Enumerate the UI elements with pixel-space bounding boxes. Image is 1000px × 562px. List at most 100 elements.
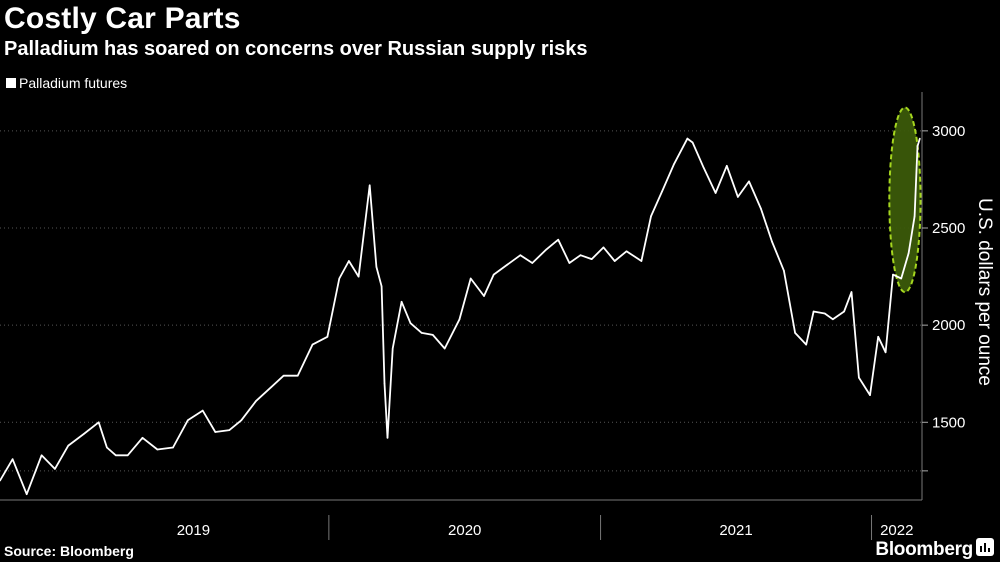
chart-legend: Palladium futures — [6, 75, 127, 91]
data-point — [661, 190, 663, 192]
brand-text: Bloomberg — [875, 538, 973, 560]
chart-subtitle: Palladium has soared on concerns over Ru… — [4, 38, 588, 60]
data-point — [673, 163, 675, 165]
data-point — [650, 215, 652, 218]
data-point — [771, 240, 773, 243]
data-point — [805, 343, 807, 346]
data-point — [579, 254, 582, 256]
data-point — [531, 262, 534, 264]
data-point — [83, 433, 85, 435]
data-point — [557, 238, 559, 241]
data-point — [126, 454, 129, 457]
data-point — [458, 318, 461, 321]
source-note: Source: Bloomberg — [4, 543, 134, 559]
data-point — [812, 310, 815, 313]
data-point — [877, 336, 879, 338]
data-point — [368, 184, 371, 187]
data-point — [858, 376, 860, 379]
data-point — [54, 468, 56, 470]
data-point — [702, 167, 705, 169]
y-tick-label: 2500 — [932, 220, 965, 237]
data-point — [714, 192, 717, 194]
data-point — [201, 409, 204, 412]
data-point — [67, 444, 70, 447]
data-point — [469, 277, 472, 280]
data-point — [400, 301, 403, 303]
data-point — [916, 145, 919, 148]
data-point — [919, 137, 921, 140]
data-point — [913, 215, 916, 218]
data-point — [506, 264, 508, 266]
data-point — [613, 260, 616, 262]
data-point — [686, 137, 689, 140]
data-point — [156, 448, 159, 451]
data-point — [228, 429, 231, 431]
data-point — [409, 322, 412, 325]
data-point — [311, 343, 314, 346]
data-point — [255, 400, 257, 402]
data-point — [380, 285, 383, 288]
highlight-ellipse — [888, 106, 922, 294]
data-point — [0, 479, 1, 482]
chart-title: Costly Car Parts — [4, 2, 241, 35]
data-point — [760, 207, 762, 210]
data-point — [40, 454, 43, 457]
data-point — [625, 250, 628, 253]
data-point — [383, 382, 386, 385]
data-point — [240, 419, 243, 422]
data-point — [640, 260, 643, 262]
data-point — [443, 347, 446, 350]
data-point — [519, 254, 522, 256]
data-point — [282, 374, 285, 377]
data-point — [884, 351, 887, 354]
data-point — [214, 431, 217, 433]
data-point — [483, 295, 485, 297]
y-tick-label: 3000 — [932, 123, 965, 140]
data-point — [794, 332, 796, 334]
data-point — [843, 310, 845, 313]
data-point — [824, 312, 826, 315]
data-point — [691, 141, 694, 144]
legend-swatch — [6, 78, 16, 88]
data-point — [869, 394, 871, 396]
data-point — [270, 386, 272, 389]
data-point — [602, 246, 605, 249]
x-tick-label: 2021 — [719, 522, 752, 539]
series-line-palladium-futures — [0, 137, 921, 496]
data-point — [187, 419, 189, 422]
data-point — [590, 258, 593, 260]
data-point — [748, 180, 750, 183]
y-tick-label: 2000 — [932, 317, 965, 334]
data-point — [492, 273, 495, 276]
data-point — [106, 446, 108, 449]
data-point — [420, 332, 423, 334]
data-point — [568, 262, 571, 264]
data-point — [726, 165, 728, 167]
data-point — [115, 454, 117, 457]
bloomberg-brand: Bloomberg — [875, 538, 994, 561]
y-tick-label: 1500 — [932, 414, 965, 431]
data-point — [850, 291, 853, 293]
y-axis-label: U.S. dollars per ounce — [974, 198, 995, 386]
data-point — [172, 446, 174, 449]
bloomberg-logo-icon — [976, 538, 994, 561]
data-point — [25, 493, 28, 496]
data-point — [892, 273, 894, 276]
data-point — [832, 318, 834, 321]
data-point — [348, 260, 350, 262]
x-tick-label: 2019 — [177, 522, 210, 539]
legend-label: Palladium futures — [19, 75, 128, 91]
data-point — [375, 266, 378, 268]
data-point — [900, 277, 902, 280]
data-point — [338, 277, 341, 280]
data-point — [391, 347, 394, 350]
x-tick-label: 2020 — [448, 522, 481, 539]
data-point — [296, 374, 299, 377]
data-point — [326, 336, 329, 338]
data-point — [357, 275, 360, 278]
data-point — [545, 248, 548, 251]
data-point — [907, 252, 910, 255]
data-point — [737, 196, 739, 198]
data-point — [386, 437, 389, 439]
